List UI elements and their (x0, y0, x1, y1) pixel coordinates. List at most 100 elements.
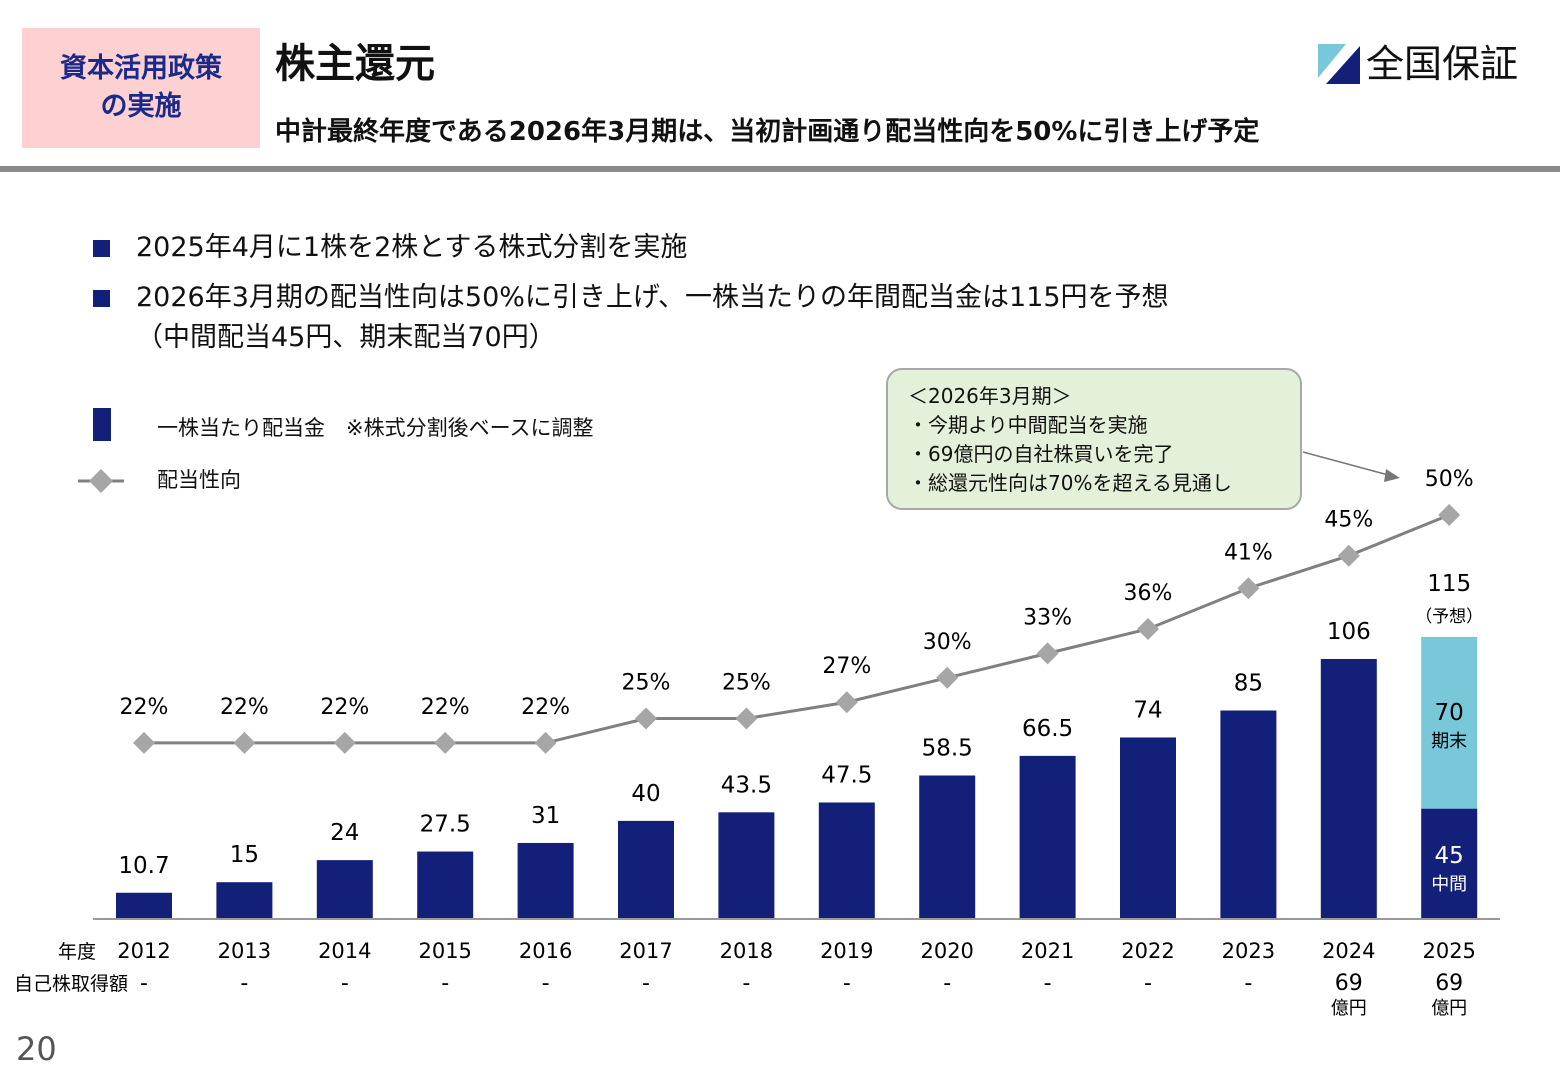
legend-bar-swatch (93, 408, 111, 441)
page-number: 20 (16, 1030, 57, 1068)
x-tick-label: 2022 (1121, 939, 1174, 963)
payout-marker (233, 731, 256, 754)
payout-marker (735, 707, 758, 730)
dividend-bar (818, 802, 875, 919)
callout-arrowhead-icon (1384, 469, 1400, 482)
bullet-item: 2025年4月に1株を2株とする株式分割を実施 (93, 232, 687, 264)
dividend-bar (316, 860, 373, 919)
payout-label: 50% (1425, 467, 1474, 492)
payout-label: 36% (1124, 581, 1173, 606)
dividend-label: 85 (1234, 670, 1263, 696)
buyback-unit: 億円 (1331, 998, 1367, 1019)
interim-value-label: 45 (1435, 843, 1464, 869)
buyback-value: - (1244, 971, 1252, 996)
dividend-label: 47.5 (821, 762, 872, 788)
buyback-value: 69 (1435, 971, 1463, 996)
interim-label: 中間 (1431, 874, 1467, 895)
page-title: 株主還元 (275, 42, 435, 86)
buyback-value: 69 (1335, 971, 1363, 996)
x-tick-label: 2024 (1322, 939, 1375, 963)
x-tick-label: 2017 (619, 939, 672, 963)
x-tick-label: 2018 (720, 939, 773, 963)
legend-bar-label: 一株当たり配当金 ※株式分割後ベースに調整 (157, 416, 594, 440)
dividend-bar (517, 842, 574, 919)
x-tick-label: 2013 (218, 939, 271, 963)
buyback-value: - (542, 971, 550, 996)
forecast-note: （予想） (1415, 607, 1483, 627)
payout-marker (333, 731, 356, 754)
x-tick-label: 2014 (318, 939, 371, 963)
page-subtitle: 中計最終年度である2026年3月期は、当初計画通り配当性向を50%に引き上げ予定 (275, 117, 1260, 147)
dividend-bar (718, 812, 775, 919)
company-logo: 全国保証 (1318, 42, 1518, 86)
buyback-value: - (1144, 971, 1152, 996)
payout-ratio-line (144, 513, 1450, 745)
dividend-label: 10.7 (118, 853, 169, 879)
payout-label: 22% (220, 695, 269, 720)
payout-label: 22% (320, 695, 369, 720)
callout-line: ・総還元性向は70%を超える見通し (908, 471, 1232, 495)
payout-label: 41% (1224, 540, 1273, 565)
dividend-label: 66.5 (1022, 716, 1073, 742)
dividend-label: 74 (1133, 697, 1162, 723)
x-tick-label: 2019 (820, 939, 873, 963)
dividend-bar (1320, 658, 1377, 919)
x-tick-label: 2025 (1422, 939, 1475, 963)
section-tag: 資本活用政策 の実施 (22, 28, 260, 148)
section-tag-line: 資本活用政策 (60, 53, 222, 84)
x-tick-label: 2015 (418, 939, 471, 963)
payout-label: 33% (1023, 605, 1072, 630)
callout-line: ・69億円の自社株買いを完了 (908, 442, 1174, 466)
dividend-bar (417, 851, 474, 919)
dividend-bar (1220, 710, 1277, 919)
dividend-label: 27.5 (420, 812, 471, 838)
x-row-label: 年度 (58, 941, 96, 963)
logo-text: 全国保証 (1366, 42, 1519, 86)
payout-marker (1438, 504, 1461, 526)
payout-label: 25% (722, 671, 771, 696)
dividend-label: 58.5 (922, 735, 973, 761)
payout-label: 25% (622, 671, 671, 696)
buyback-value: - (642, 971, 650, 996)
bullet-square-icon (93, 290, 110, 307)
x-tick-label: 2012 (117, 939, 170, 963)
legend-line-label: 配当性向 (157, 468, 241, 492)
payout-label: 22% (421, 695, 470, 720)
payout-label: 22% (120, 695, 169, 720)
payout-marker (635, 707, 657, 730)
payout-marker (835, 691, 858, 714)
dividend-label: 15 (230, 842, 259, 868)
dividend-label: 115 (1427, 571, 1471, 597)
bullet-square-icon (93, 240, 110, 257)
buyback-unit: 億円 (1431, 998, 1467, 1019)
callout-line: ＜2026年3月期＞ (908, 384, 1072, 408)
dividend-bar-interim (1421, 808, 1478, 919)
dividend-bar (618, 820, 674, 919)
buyback-value: - (843, 971, 851, 996)
dividend-label: 40 (631, 781, 660, 807)
payout-label: 27% (822, 654, 871, 679)
x-tick-label: 2023 (1222, 939, 1275, 963)
buyback-row-label: 自己株取得額 (14, 973, 128, 995)
dividend-bar (1019, 755, 1076, 919)
buyback-value: - (240, 971, 248, 996)
payout-marker (133, 731, 155, 754)
payout-marker (434, 731, 457, 754)
dividend-bar (919, 775, 976, 919)
dividend-bar-final-forecast (1421, 636, 1478, 809)
payout-label: 45% (1324, 508, 1373, 533)
x-tick-label: 2020 (920, 939, 973, 963)
payout-marker (1137, 617, 1159, 640)
bullet-text: 2025年4月に1株を2株とする株式分割を実施 (136, 232, 688, 263)
dividend-bar (116, 892, 172, 919)
final-label: 期末 (1431, 731, 1467, 752)
x-tick-label: 2016 (519, 939, 572, 963)
logo-mark-icon (1318, 44, 1360, 84)
section-tag-line: の実施 (100, 91, 182, 122)
payout-marker (1237, 577, 1260, 600)
final-value-label: 70 (1435, 700, 1464, 726)
dividend-label: 31 (531, 803, 560, 829)
payout-marker (936, 666, 959, 689)
bullet-item: 2026年3月期の配当性向は50%に引き上げ、一株当たりの年間配当金は115円を… (93, 282, 1169, 314)
